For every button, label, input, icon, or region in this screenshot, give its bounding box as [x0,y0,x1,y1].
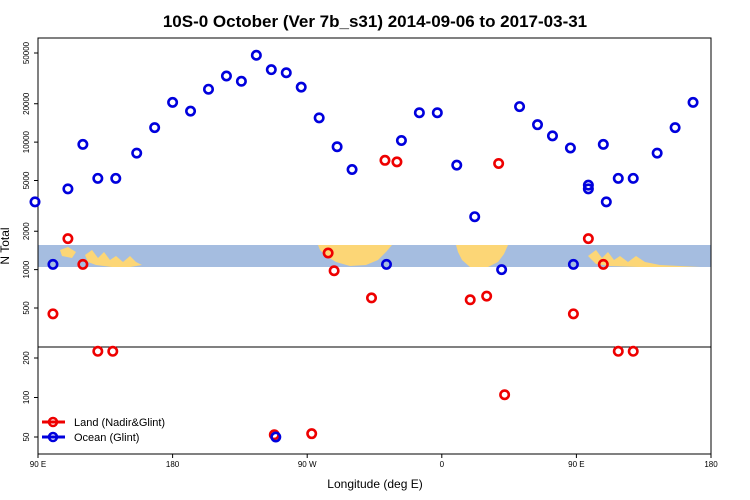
land-maritime-continent-right [588,250,700,267]
ocean-data-point [597,138,609,150]
y-tick-label: 500 [22,301,31,315]
ocean-data-point [280,67,292,79]
legend-ocean-marker [47,431,59,443]
ocean-data-point [110,172,122,184]
ocean-data-point [235,75,247,87]
land-data-point [612,345,624,357]
legend: Land (Nadir&Glint) Ocean (Glint) [42,416,165,444]
ocean-data-point [167,96,179,108]
ocean-data-point [546,130,558,142]
land-data-point [597,258,609,270]
y-tick-label: 5000 [22,171,31,189]
ocean-data-point [567,258,579,270]
ocean-data-point [431,107,443,119]
legend-land-marker [47,416,59,428]
ocean-data-point [612,172,624,184]
ocean-data-point [270,431,282,443]
y-axis: 500 1000 2000 5000 10000 20000 50000 50 100 200 [22,41,38,441]
ocean-data-point [532,119,544,131]
ocean-data-point [564,142,576,154]
ocean-data-point [92,172,104,184]
ocean-data-point [29,196,41,208]
plot-frame [37,37,712,455]
land-data-point [582,233,594,245]
ocean-data-point [313,112,325,124]
x-tick-label: 90 W [298,460,317,469]
land-africa [456,245,508,267]
land-data-point [107,345,119,357]
y-tick-label: 10000 [22,130,31,153]
ocean-data-point [687,96,699,108]
land-maritime-continent-left [85,250,142,267]
ocean-data-point [669,122,681,134]
ocean-data-point [395,134,407,146]
x-tick-label: 180 [704,460,718,469]
ocean-data-point [265,64,277,76]
ocean-data-point [413,107,425,119]
y-axis-label: N Total [0,227,12,264]
ocean-data-point [627,172,639,184]
land-data-point [47,308,59,320]
land-new-guinea-left [60,247,76,258]
land-data-point [391,156,403,168]
legend-land-label: Land (Nadir&Glint) [74,417,165,429]
y-tick-label: 50 [22,432,31,441]
y-tick-label: 100 [22,390,31,404]
x-axis-label: Longitude (deg E) [327,477,422,491]
ocean-data-point [295,81,307,93]
ocean-data-point [62,183,74,195]
chart-title: 10S-0 October (Ver 7b_s31) 2014-09-06 to… [163,12,587,31]
land-data-point [77,258,89,270]
ocean-data-point [185,105,197,117]
ocean-data-point [380,258,392,270]
land-data-point [366,292,378,304]
ocean-data-point [496,264,508,276]
ocean-data-point [451,159,463,171]
x-tick-label: 90 E [568,460,584,469]
ocean-data-point [47,258,59,270]
ocean-data-point [202,83,214,95]
ocean-data-point [346,163,358,175]
ocean-data-point [469,211,481,223]
x-tick-label: 90 E [30,460,46,469]
land-data-point [567,308,579,320]
ocean-data-point [331,141,343,153]
ocean-data-point [582,179,594,191]
land-south-america [318,245,392,266]
ocean-data-point [651,147,663,159]
land-data-point [379,154,391,166]
x-tick-label: 180 [166,460,180,469]
ocean-data-point [582,183,594,195]
land-data-point [493,157,505,169]
land-data-point [328,265,340,277]
land-data-point [481,290,493,302]
data-points [29,49,699,443]
land-data-point [92,345,104,357]
legend-ocean-label: Ocean (Glint) [74,432,139,444]
ocean-data-point [149,122,161,134]
y-tick-label: 20000 [22,92,31,115]
y-tick-label: 50000 [22,41,31,64]
ocean-data-point [77,138,89,150]
x-axis: 90 E 180 90 W 0 90 E 180 [30,454,718,469]
ocean-data-point [600,196,612,208]
land-data-point [322,247,334,259]
ocean-data-point [220,70,232,82]
land-data-point [627,345,639,357]
land-data-point [464,294,476,306]
y-tick-label: 200 [22,351,31,365]
ocean-data-point [250,49,262,61]
y-tick-label: 1000 [22,260,31,278]
x-tick-label: 0 [440,460,445,469]
land-data-point [62,233,74,245]
land-data-point [306,428,318,440]
map-band [38,245,711,267]
y-tick-label: 2000 [22,222,31,240]
ocean-data-point [514,101,526,113]
ocean-data-point [131,147,143,159]
land-data-point [499,389,511,401]
